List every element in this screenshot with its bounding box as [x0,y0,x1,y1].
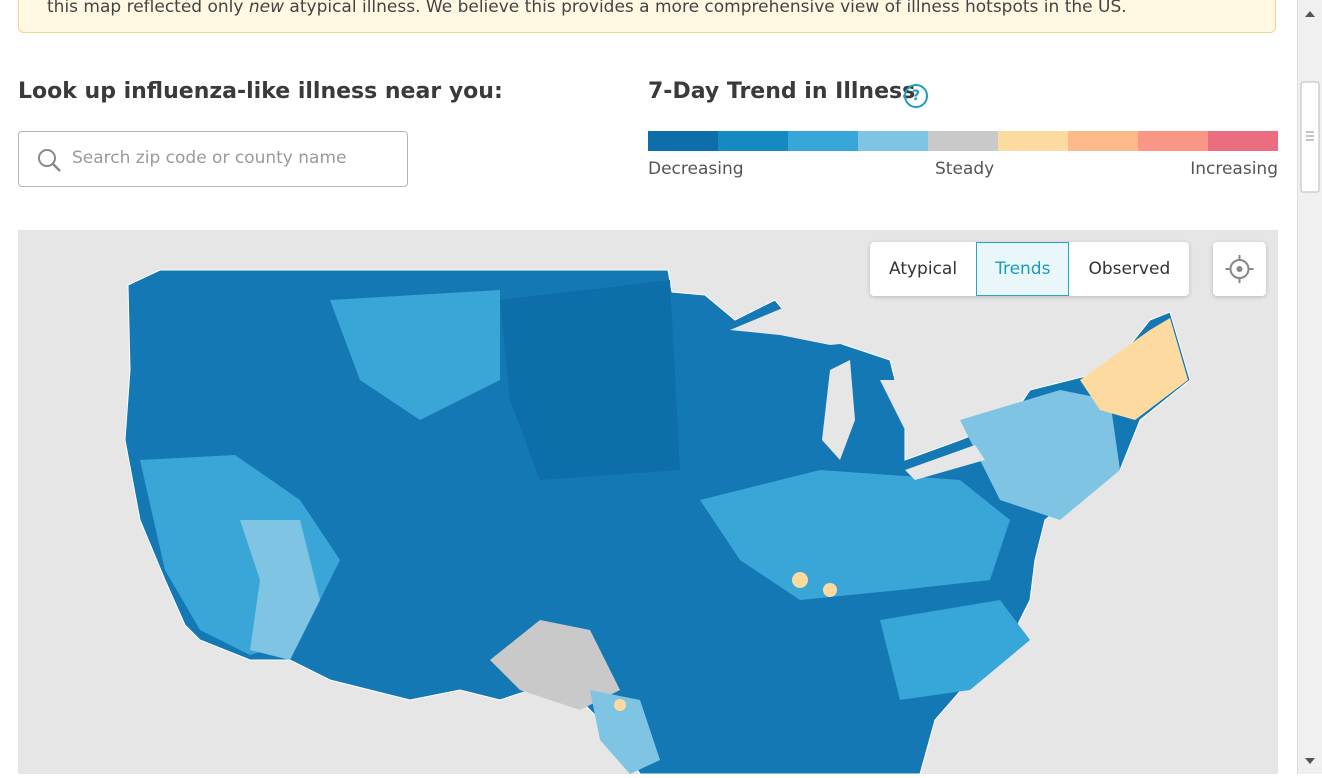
view-button[interactable]: Trends [976,242,1070,296]
region [590,690,660,774]
region [823,583,837,597]
legend-swatch [1068,131,1138,151]
region [960,390,1120,520]
legend-swatch [1208,131,1278,151]
region [240,520,320,660]
locate-icon [1225,255,1254,283]
legend-swatch [648,131,718,151]
region [1080,318,1188,420]
help-icon[interactable]: ? [904,84,928,108]
lake [822,360,855,460]
region [700,470,1010,600]
legend-bar [648,131,1278,151]
region [792,572,808,588]
legend-title: 7-Day Trend in Illness [648,79,916,104]
view-button[interactable]: Observed [1088,259,1171,279]
legend-swatch [788,131,858,151]
lake [880,380,960,430]
region [330,290,500,420]
legend-swatch [1138,131,1208,151]
legend-swatch [858,131,928,151]
legend-label: Increasing [1190,159,1278,179]
lake [730,305,880,345]
view-button[interactable]: Atypical [889,259,958,279]
scrollbar[interactable] [1297,0,1322,774]
notice-part: this map reflected only [47,0,249,17]
region [500,280,680,480]
region [614,699,626,711]
legend-swatch [718,131,788,151]
locate-button[interactable] [1213,242,1266,296]
lake [905,445,985,480]
legend-swatch [928,131,998,151]
notice-text: this map reflected only new atypical ill… [47,0,1127,17]
legend-label: Steady [935,159,995,179]
notice-banner: this map reflected only new atypical ill… [18,0,1276,33]
legend-swatch [998,131,1068,151]
notice-emphasis: new [248,0,285,17]
search-placeholder: Search zip code or county name [72,148,347,168]
region [490,620,620,710]
search-box[interactable]: Search zip code or county name [18,131,408,187]
legend-label: Decreasing [648,159,744,179]
scrollbar-svg [1300,11,1320,764]
search-icon [38,149,61,172]
lookup-title: Look up influenza-like illness near you: [18,79,503,104]
notice-part: atypical illness. We believe this provid… [284,0,1127,17]
map[interactable] [18,230,1278,774]
map-svg [124,269,1191,774]
view-toggle: Atypical Trends Observed [870,242,1190,296]
region [880,600,1030,700]
